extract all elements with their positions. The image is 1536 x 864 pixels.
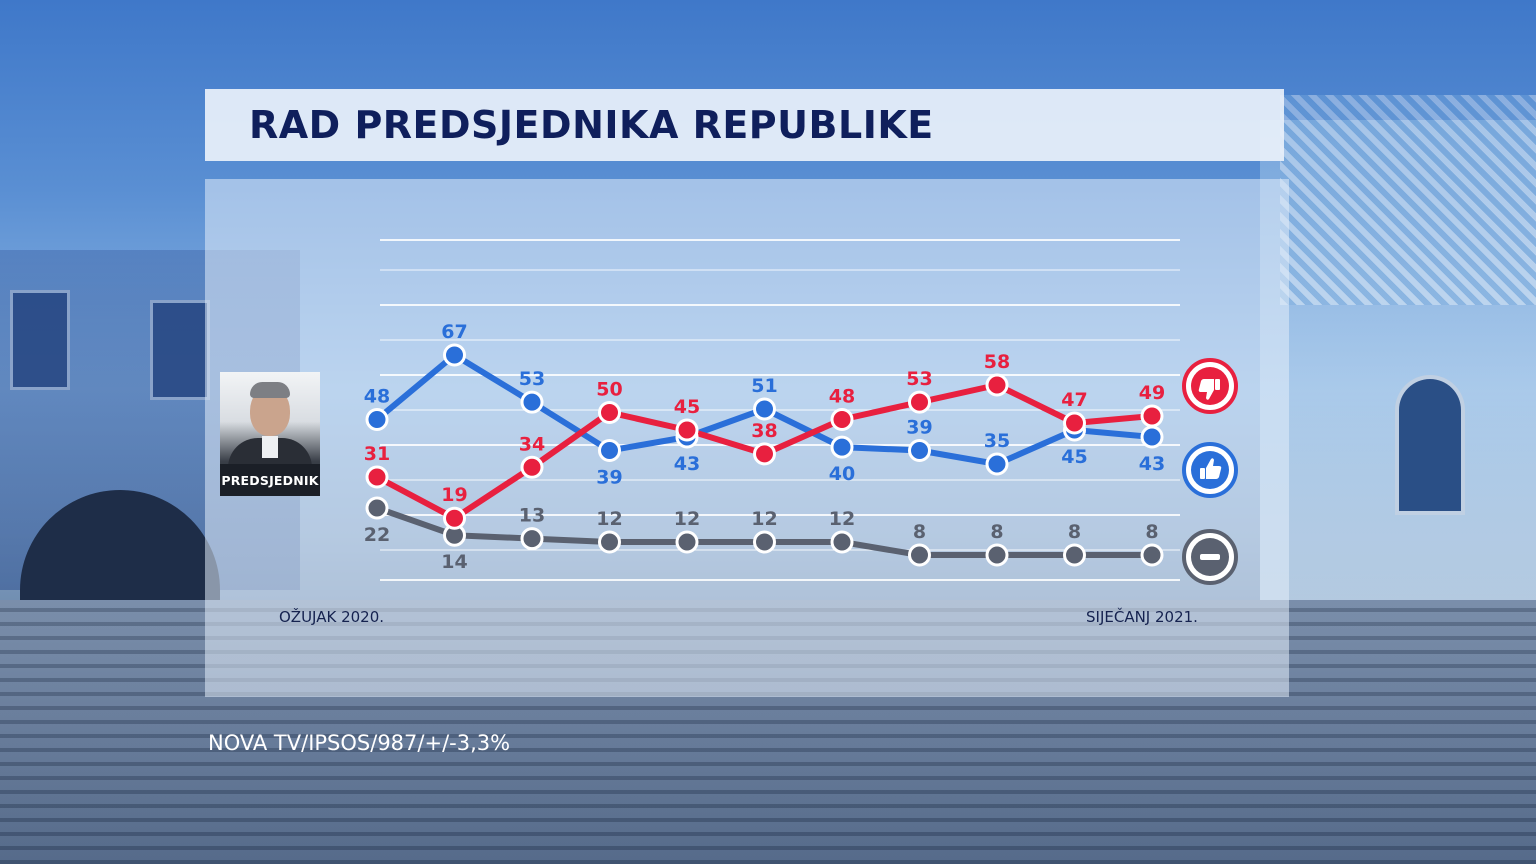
data-label-positive: 45 [1061, 446, 1087, 468]
data-point-positive [520, 390, 544, 414]
data-label-negative: 53 [906, 368, 932, 390]
data-label-neutral: 12 [674, 508, 700, 530]
chart-title: RAD PREDSJEDNIKA REPUBLIKE [249, 103, 934, 147]
background-window [150, 300, 210, 400]
data-point-neutral [1140, 543, 1164, 567]
data-label-neutral: 22 [364, 524, 390, 546]
minus-icon [1181, 528, 1239, 586]
data-label-positive: 51 [751, 375, 777, 397]
data-point-positive [753, 397, 776, 421]
data-point-negative [365, 465, 389, 489]
data-label-negative: 38 [751, 420, 777, 442]
data-point-negative [908, 390, 931, 414]
background-church-roof [1280, 95, 1536, 305]
data-label-neutral: 8 [1068, 521, 1081, 543]
data-label-positive: 43 [1139, 453, 1165, 475]
data-label-neutral: 14 [441, 551, 467, 573]
data-point-positive [1140, 425, 1164, 449]
data-label-positive: 43 [674, 453, 700, 475]
background-church-window [1395, 375, 1465, 515]
data-label-negative: 47 [1061, 389, 1087, 411]
data-point-negative [520, 455, 544, 479]
data-label-neutral: 12 [596, 508, 622, 530]
data-point-negative [675, 418, 699, 442]
background-church [1260, 120, 1536, 620]
data-label-neutral: 12 [751, 508, 777, 530]
data-label-negative: 19 [441, 484, 467, 506]
chart-grid [380, 239, 1180, 581]
data-label-positive: 39 [906, 417, 932, 439]
data-point-neutral [830, 530, 854, 554]
data-point-neutral [985, 543, 1009, 567]
data-point-positive [985, 452, 1009, 476]
data-point-neutral [365, 496, 389, 520]
data-label-positive: 35 [984, 430, 1010, 452]
source-note: NOVA TV/IPSOS/987/+/-3,3% [208, 731, 511, 755]
data-label-neutral: 8 [1145, 521, 1158, 543]
thumbs-up-icon [1181, 441, 1239, 499]
photo-hair [250, 382, 290, 398]
data-label-negative: 50 [596, 379, 622, 401]
data-point-positive [443, 343, 466, 367]
data-point-negative [598, 401, 621, 424]
chart-series-points [365, 343, 1164, 567]
data-point-neutral [908, 543, 931, 567]
data-point-negative [1140, 404, 1164, 428]
data-point-neutral [753, 530, 776, 554]
data-label-negative: 58 [984, 351, 1010, 373]
data-label-positive: 67 [441, 321, 467, 343]
data-point-positive [598, 439, 621, 462]
data-point-neutral [520, 527, 544, 551]
data-label-neutral: 13 [519, 505, 545, 527]
data-point-neutral [598, 530, 621, 554]
data-point-negative [443, 506, 466, 530]
data-label-negative: 34 [519, 433, 545, 455]
data-point-positive [908, 439, 931, 462]
thumbs-down-icon [1181, 357, 1239, 415]
data-label-positive: 39 [596, 467, 622, 489]
data-label-negative: 45 [674, 396, 700, 418]
x-axis-start-label: OŽUJAK 2020. [279, 608, 385, 626]
title-bar: RAD PREDSJEDNIKA REPUBLIKE [205, 89, 1284, 161]
x-axis-end-label: SIJEČANJ 2021. [1086, 608, 1198, 626]
data-label-negative: 49 [1139, 382, 1165, 404]
background-window [10, 290, 70, 390]
data-point-negative [1063, 411, 1086, 435]
data-label-positive: 48 [364, 386, 390, 408]
photo-label: PREDSJEDNIK [220, 464, 320, 496]
data-label-positive: 53 [519, 368, 545, 390]
data-point-positive [365, 408, 389, 431]
chart-data-labels: 22 14 13 12 12 12 12 8 8 8 8 48 67 53 39 43 51 40 39 35 45 43… [364, 321, 1165, 573]
data-label-negative: 48 [829, 386, 855, 408]
chart-panel [205, 179, 1289, 697]
data-label-neutral: 8 [990, 521, 1003, 543]
data-label-neutral: 8 [913, 521, 926, 543]
data-point-positive [830, 435, 854, 459]
data-point-neutral [1063, 543, 1086, 567]
photo-collar [262, 436, 278, 458]
data-label-positive: 40 [829, 463, 855, 485]
data-point-negative [830, 408, 854, 431]
data-label-negative: 31 [364, 443, 390, 465]
data-label-neutral: 12 [829, 508, 855, 530]
data-point-negative [985, 373, 1009, 397]
data-point-neutral [675, 530, 699, 554]
data-point-negative [753, 442, 776, 466]
